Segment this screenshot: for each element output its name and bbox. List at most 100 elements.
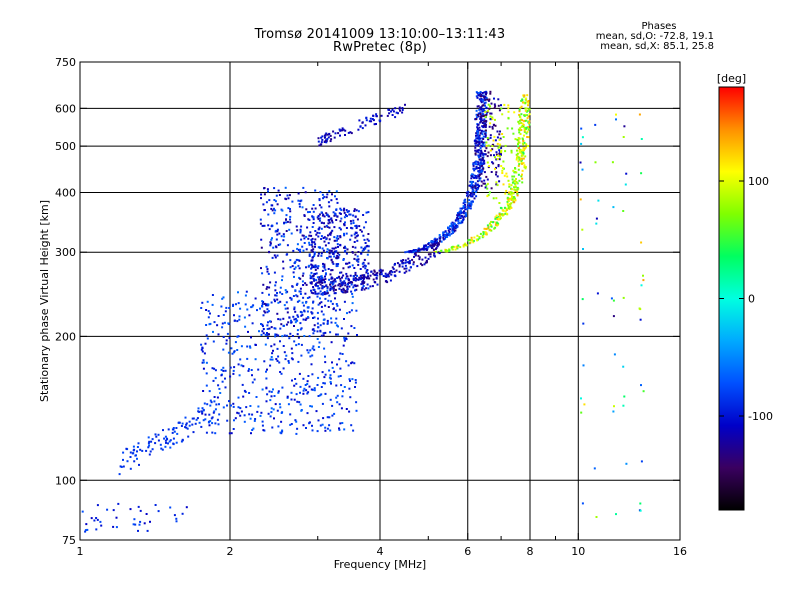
data-point xyxy=(134,454,137,457)
data-point xyxy=(136,446,139,448)
data-point xyxy=(466,194,468,197)
data-point xyxy=(340,281,343,284)
data-point xyxy=(296,314,299,317)
data-point xyxy=(295,294,298,297)
data-point xyxy=(341,422,344,424)
data-point xyxy=(448,249,451,252)
data-point xyxy=(323,291,326,294)
data-point xyxy=(494,105,497,108)
data-point xyxy=(495,197,498,200)
data-point xyxy=(418,258,421,261)
data-point xyxy=(181,422,184,425)
data-point xyxy=(392,110,395,113)
data-point xyxy=(484,119,487,122)
data-point xyxy=(223,321,226,324)
data-point xyxy=(336,254,339,257)
data-point xyxy=(482,231,485,234)
data-point xyxy=(219,392,222,394)
data-point xyxy=(318,144,321,147)
data-point xyxy=(329,285,332,288)
data-point xyxy=(337,263,340,265)
data-point xyxy=(469,239,472,242)
data-point xyxy=(276,409,279,412)
phase-stats: Phases mean, sd,O: -72.8, 19.1 mean, sd,… xyxy=(534,22,714,52)
data-point xyxy=(328,132,331,135)
data-point xyxy=(289,215,292,218)
data-point xyxy=(451,245,454,248)
data-point xyxy=(201,361,204,364)
data-point xyxy=(280,235,283,238)
data-point xyxy=(217,333,220,336)
data-point xyxy=(481,98,484,101)
data-point xyxy=(293,308,296,311)
data-point xyxy=(336,215,339,218)
data-point xyxy=(477,154,480,157)
data-point xyxy=(324,361,327,364)
data-point xyxy=(307,316,309,319)
data-point xyxy=(277,355,280,358)
data-point xyxy=(361,121,364,124)
data-point xyxy=(232,428,235,430)
data-point xyxy=(274,284,277,287)
data-point xyxy=(208,413,211,416)
data-point xyxy=(375,123,377,125)
data-point xyxy=(268,390,271,393)
data-point xyxy=(492,139,495,142)
data-point xyxy=(488,222,491,225)
data-point xyxy=(341,276,343,279)
data-point xyxy=(491,161,494,164)
data-point xyxy=(150,440,153,443)
data-point xyxy=(350,283,353,286)
data-point xyxy=(484,101,487,104)
data-point xyxy=(355,225,358,228)
data-point xyxy=(351,264,354,267)
data-point xyxy=(306,310,309,313)
colorbar-tick-label: 0 xyxy=(748,293,755,306)
data-point xyxy=(401,260,404,263)
data-point xyxy=(493,107,496,109)
data-point xyxy=(496,224,499,226)
data-point xyxy=(222,366,225,369)
data-point xyxy=(622,210,625,212)
data-point xyxy=(320,393,323,396)
data-point xyxy=(345,408,348,410)
data-point xyxy=(95,528,98,531)
data-point xyxy=(224,377,226,380)
data-point xyxy=(339,236,342,239)
data-point xyxy=(326,287,329,290)
data-point xyxy=(274,300,276,303)
data-point xyxy=(323,382,326,385)
data-point xyxy=(481,119,484,122)
data-point xyxy=(525,110,528,113)
data-point xyxy=(290,321,293,324)
data-point xyxy=(241,383,244,386)
data-point xyxy=(500,151,503,154)
data-point xyxy=(285,230,288,232)
data-point xyxy=(329,283,331,286)
data-point xyxy=(485,93,487,96)
data-point xyxy=(482,94,485,97)
data-point xyxy=(285,301,288,304)
data-point xyxy=(349,131,352,134)
data-point xyxy=(481,122,484,124)
data-point xyxy=(346,211,349,213)
data-point xyxy=(294,266,297,269)
data-point xyxy=(519,116,522,119)
data-point xyxy=(528,108,531,111)
data-point xyxy=(335,237,338,240)
data-point xyxy=(356,234,359,237)
data-point xyxy=(476,130,478,133)
data-point xyxy=(339,279,342,282)
data-point xyxy=(335,396,338,399)
data-point xyxy=(505,212,508,215)
data-point xyxy=(265,400,268,403)
data-point xyxy=(216,324,219,327)
data-point xyxy=(329,287,332,290)
data-point xyxy=(319,246,321,249)
data-point xyxy=(364,221,367,224)
data-point xyxy=(354,215,357,218)
data-point xyxy=(169,506,172,509)
data-point xyxy=(442,231,445,234)
data-point xyxy=(205,361,208,364)
data-point xyxy=(489,154,492,157)
